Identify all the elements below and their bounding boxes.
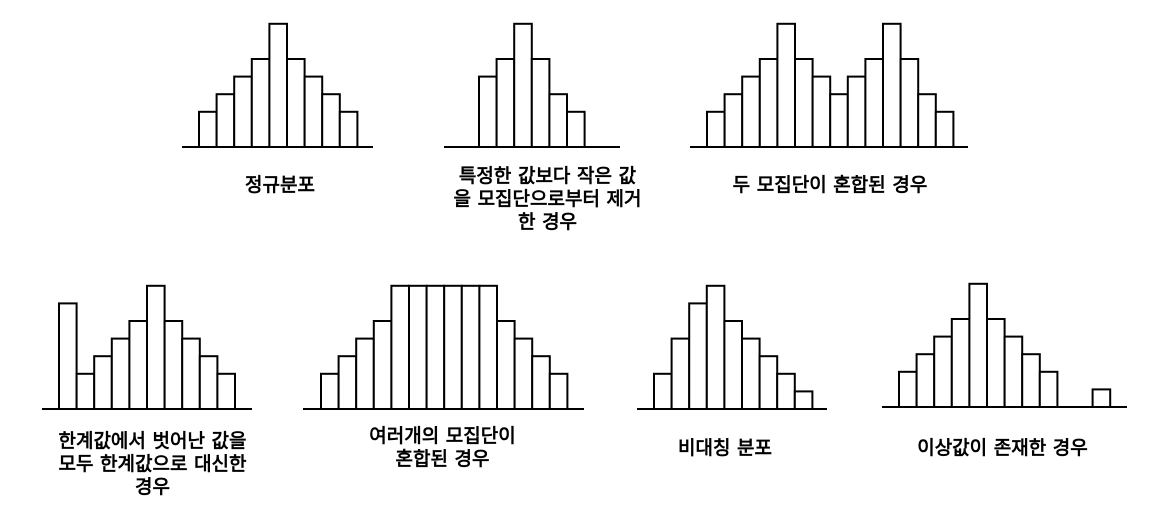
histogram-bar <box>898 370 918 408</box>
histogram-bar <box>215 93 236 148</box>
histogram-bar <box>198 355 219 411</box>
histogram-bar <box>566 110 586 149</box>
histogram-bar <box>705 284 726 410</box>
histogram-bar <box>530 58 551 148</box>
histogram-bar <box>934 110 955 149</box>
histogram-bar <box>793 390 814 410</box>
histogram-bar <box>355 337 375 411</box>
histogram-bar <box>846 75 867 148</box>
histogram-1 <box>182 22 373 149</box>
histogram-bar <box>741 75 761 148</box>
histogram-bar <box>882 22 902 148</box>
histogram-bar <box>776 372 796 410</box>
histogram-bar <box>950 318 971 408</box>
histogram-bar <box>443 284 463 410</box>
histogram-bar <box>933 335 953 409</box>
histogram-bar <box>758 58 779 148</box>
histogram-2 <box>444 22 620 149</box>
caption-outlier-distribution: 이상값이 존재한 경우 <box>917 437 1088 459</box>
histogram-bar <box>917 93 937 148</box>
histogram-bar <box>321 93 341 148</box>
caption-normal-distribution: 정규분포 <box>245 174 315 196</box>
histogram-bar <box>198 110 218 149</box>
histogram-bar <box>478 75 498 148</box>
histogram-bar <box>986 318 1006 408</box>
histogram-bar <box>1091 388 1112 408</box>
histogram-bar <box>496 320 516 410</box>
histogram-bar <box>337 355 358 411</box>
histogram-bar <box>250 58 271 148</box>
histogram-bar <box>548 93 569 148</box>
histogram-bar <box>513 337 534 411</box>
histogram-6 <box>637 284 827 411</box>
histogram-bar <box>1003 335 1024 409</box>
histogram-bar <box>425 284 446 410</box>
histogram-bar <box>723 93 744 148</box>
histogram-4 <box>42 284 252 411</box>
histogram-bar <box>216 372 236 410</box>
histogram-bar <box>706 110 726 149</box>
histogram-bar <box>478 284 498 410</box>
histogram-5 <box>303 284 584 411</box>
histogram-bar <box>1038 370 1059 408</box>
histogram-bar <box>163 320 184 410</box>
histogram-bar <box>915 353 936 409</box>
histogram-bar <box>758 355 779 411</box>
histogram-bar <box>548 372 569 410</box>
histogram-bar <box>829 93 849 148</box>
histogram-bar <box>58 302 78 410</box>
caption-truncated-distribution: 특정한 값보다 작은 값 을 모집단으로부터 제거 한 경우 <box>453 165 642 233</box>
histogram-bar <box>320 372 340 410</box>
histogram-3 <box>690 22 968 149</box>
histogram-bar <box>128 320 148 410</box>
histogram-bar <box>495 58 516 148</box>
histogram-bar <box>110 337 131 411</box>
histogram-bar <box>372 320 393 410</box>
histogram-bar <box>723 320 744 410</box>
histogram-bar <box>338 110 359 149</box>
histogram-bar <box>741 337 761 411</box>
histogram-bar <box>653 372 673 410</box>
histogram-bar <box>794 58 814 148</box>
histogram-bar <box>390 284 410 410</box>
histogram-bar <box>303 75 324 148</box>
histogram-bar <box>146 284 166 410</box>
histogram-bar <box>181 337 201 411</box>
histogram-bar <box>1021 353 1041 409</box>
histogram-bar <box>75 372 96 410</box>
histogram-bar <box>899 58 920 148</box>
histogram-bar <box>268 22 288 148</box>
histogram-bar <box>811 75 832 148</box>
histogram-7 <box>882 282 1127 409</box>
histogram-bar <box>408 284 428 410</box>
caption-bimodal-distribution: 두 모집단이 혼합된 경우 <box>732 174 928 196</box>
histogram-bar <box>531 355 551 411</box>
histogram-bar <box>233 75 253 148</box>
histogram-bar <box>670 337 691 411</box>
histogram-bar <box>688 302 708 410</box>
caption-plateau-distribution: 여러개의 모집단이 혼합된 경우 <box>369 425 516 470</box>
histogram-bar <box>776 22 797 148</box>
histogram-bar <box>93 355 113 411</box>
histogram-bar <box>286 58 306 148</box>
caption-skewed-distribution: 비대칭 분포 <box>677 437 772 459</box>
caption-clipped-distribution: 한계값에서 벗어난 값을 모두 한계값으로 대신한 경우 <box>58 430 247 498</box>
histogram-bar <box>864 58 885 148</box>
histogram-bar <box>460 284 481 410</box>
histogram-bar <box>513 22 533 148</box>
histogram-bar <box>968 282 989 408</box>
